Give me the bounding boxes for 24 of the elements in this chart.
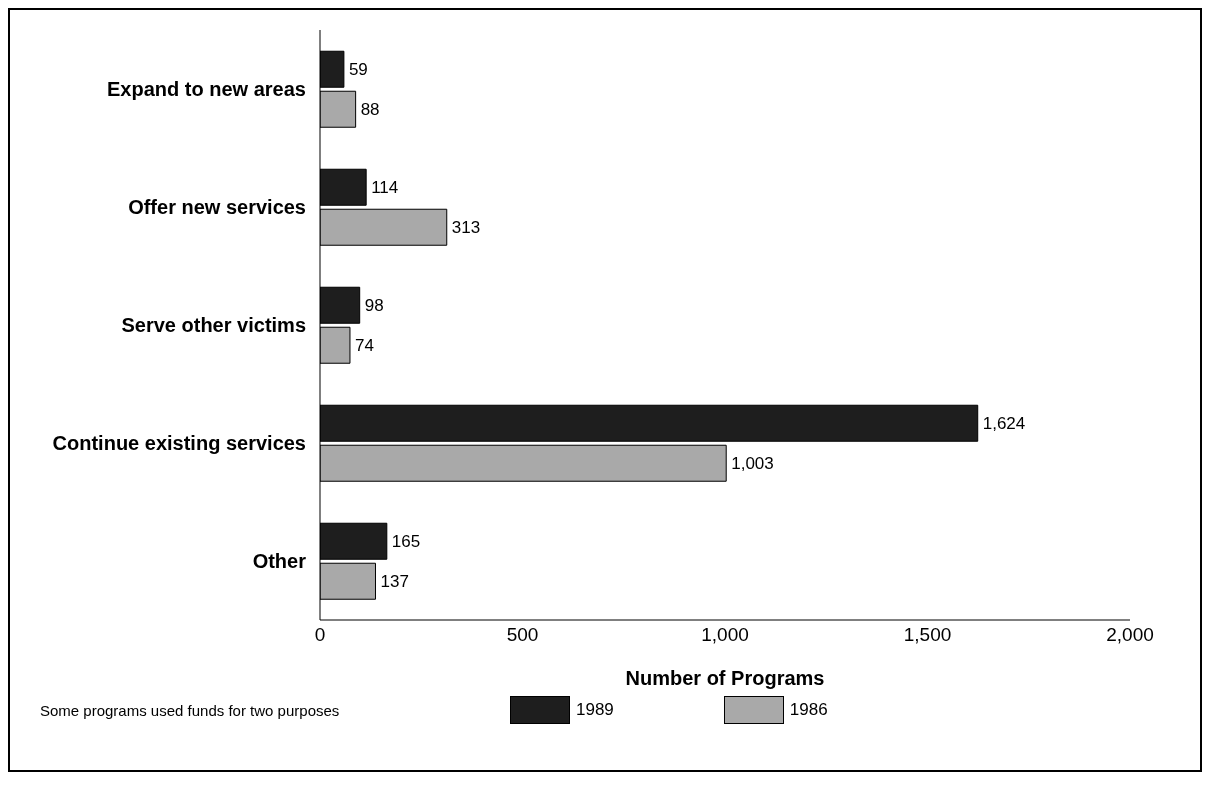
y-tick-label: Continue existing services	[52, 432, 306, 455]
data-label: 88	[360, 100, 380, 120]
y-tick-label: Serve other victims	[121, 314, 306, 337]
data-label: 313	[451, 218, 481, 238]
y-tick-label: Other	[252, 550, 307, 573]
data-label: 98	[364, 296, 384, 316]
data-label: 114	[371, 178, 399, 198]
data-label: 165	[391, 532, 421, 552]
legend-label: 1989	[576, 700, 614, 720]
data-label: 74	[354, 336, 374, 356]
x-tick-label: 500	[506, 624, 539, 646]
data-label: 1,003	[731, 454, 774, 474]
data-label: 59	[348, 60, 368, 80]
y-tick-label: Offer new services	[128, 196, 306, 219]
data-label: 137	[380, 572, 409, 592]
x-tick-label: 2,000	[1106, 624, 1154, 646]
x-axis-title: Number of Programs	[625, 667, 825, 689]
x-tick-label: 1,000	[701, 624, 749, 646]
text: Some programs used funds for two purposes	[40, 701, 341, 719]
legend-label: 1986	[789, 700, 828, 720]
data-label: 1,624	[982, 414, 1026, 434]
x-tick-label: 1,500	[903, 624, 952, 646]
x-tick-label: 0	[314, 624, 326, 646]
y-tick-label: Expand to new areas	[107, 78, 306, 101]
